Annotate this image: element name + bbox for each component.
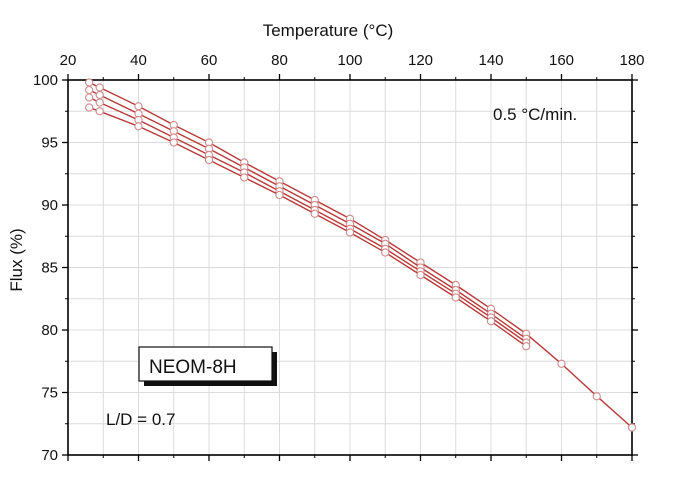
y-tick-label: 85 (41, 260, 58, 277)
data-point (169, 138, 178, 147)
y-tick-label: 80 (41, 322, 58, 339)
ratio-label: L/D = 0.7 (106, 410, 175, 429)
x-axis-title: Temperature (°C) (263, 21, 394, 40)
data-point (95, 107, 104, 116)
data-point (85, 78, 94, 87)
data-point (310, 209, 319, 218)
data-point (85, 85, 94, 95)
x-tick-label: 180 (619, 52, 644, 69)
x-tick-label: 20 (60, 52, 77, 69)
data-point (95, 98, 104, 107)
y-tick-label: 100 (33, 72, 58, 89)
data-point (95, 90, 104, 100)
x-tick-label: 80 (271, 52, 288, 69)
y-axis-title: Flux (%) (7, 228, 26, 291)
data-point (486, 317, 496, 326)
x-tick-label: 120 (408, 52, 433, 69)
data-point (522, 342, 531, 351)
x-tick-label: 60 (201, 52, 218, 69)
data-point (381, 248, 390, 257)
y-tick-label: 75 (41, 385, 58, 402)
data-point (95, 83, 104, 92)
data-point (85, 103, 94, 112)
series-line-3 (88, 96, 527, 344)
data-point (204, 155, 214, 165)
data-point (134, 102, 143, 111)
series-line-2 (88, 89, 527, 340)
data-point (627, 423, 637, 432)
y-tick-label: 95 (41, 135, 58, 152)
sample-label-box (138, 346, 273, 382)
y-tick-label: 70 (41, 447, 58, 464)
data-series (85, 78, 637, 432)
data-point (592, 392, 601, 401)
heating-rate-label: 0.5 °C/min. (493, 105, 577, 124)
data-point (345, 228, 355, 237)
series-line-4 (88, 106, 527, 347)
data-point (275, 190, 284, 200)
x-tick-label: 140 (478, 52, 503, 69)
data-point (416, 270, 425, 280)
x-tick-label: 100 (337, 52, 362, 69)
data-point (240, 173, 249, 182)
data-point (451, 293, 460, 302)
data-point (134, 122, 143, 131)
grid (68, 80, 632, 455)
y-tick-label: 90 (41, 197, 58, 214)
x-tick-label: 40 (130, 52, 147, 69)
data-point (85, 93, 94, 102)
x-tick-label: 160 (549, 52, 574, 69)
axis-ticks: 20 40 60 80 100 120 140 160 180 70 75 80 85 90 95 100 (33, 52, 645, 464)
data-point (557, 359, 566, 368)
sample-label: NEOM-8H (149, 357, 237, 378)
